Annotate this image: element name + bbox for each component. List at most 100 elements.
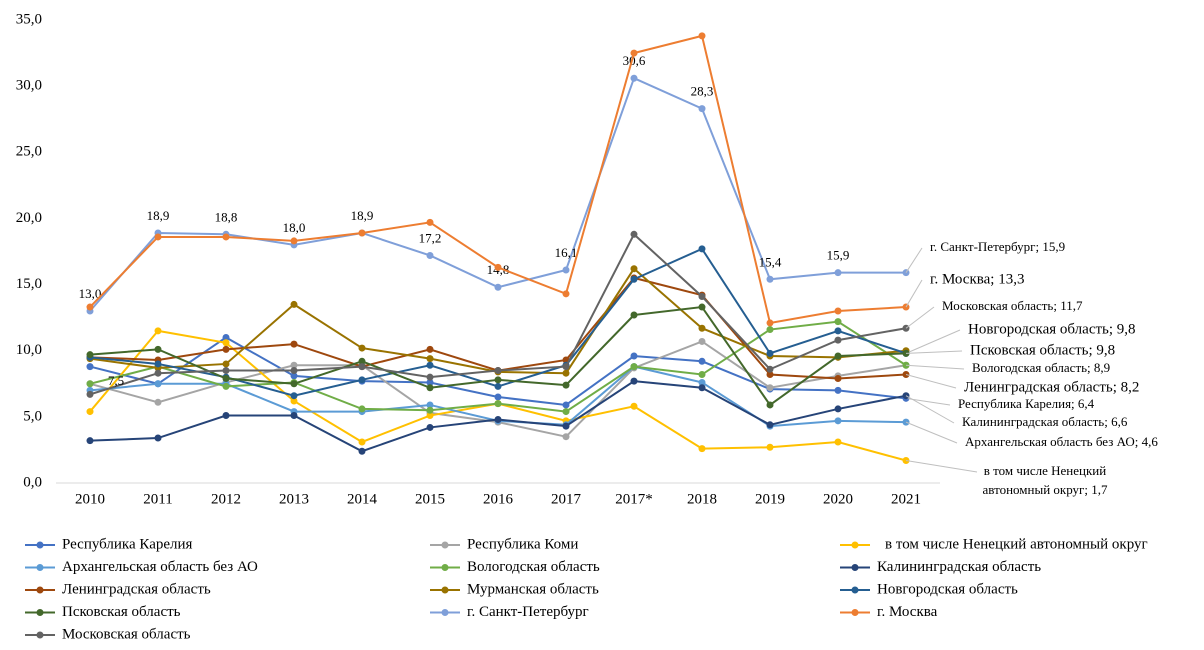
legend-marker xyxy=(36,631,44,639)
data-point xyxy=(562,290,570,298)
data-point xyxy=(630,377,638,385)
legend-marker xyxy=(851,586,859,594)
legend-label: Республика Карелия xyxy=(62,536,193,552)
data-point xyxy=(766,421,774,429)
data-point xyxy=(698,378,706,386)
x-tick-label: 2013 xyxy=(279,491,309,507)
data-point xyxy=(698,324,706,332)
legend-marker xyxy=(441,541,449,549)
data-point xyxy=(494,393,502,401)
y-tick-label: 20,0 xyxy=(16,210,42,226)
data-point xyxy=(698,292,706,300)
data-point xyxy=(834,269,842,277)
x-tick-label: 2021 xyxy=(891,491,921,507)
data-point xyxy=(222,333,230,341)
end-label: Республика Карелия; 6,4 xyxy=(958,396,1095,411)
leader-line xyxy=(905,279,923,308)
data-point xyxy=(358,405,366,413)
leader-line xyxy=(905,460,978,473)
data-point xyxy=(834,374,842,382)
data-point xyxy=(86,351,94,359)
legend-label: Новгородская область xyxy=(877,581,1018,597)
data-point xyxy=(562,369,570,377)
data-point xyxy=(834,438,842,446)
legend-label: г. Москва xyxy=(877,604,938,620)
data-point xyxy=(154,369,162,377)
data-label: 18,9 xyxy=(351,208,374,223)
data-point xyxy=(222,360,230,368)
data-point xyxy=(834,417,842,425)
data-point xyxy=(426,251,434,259)
data-point xyxy=(698,445,706,453)
data-point xyxy=(86,437,94,445)
data-point xyxy=(834,386,842,394)
data-point xyxy=(426,218,434,226)
x-tick-label: 2015 xyxy=(415,491,445,507)
data-point xyxy=(290,237,298,245)
legend-label: Вологодская область xyxy=(467,559,600,575)
data-point xyxy=(698,371,706,379)
data-label: 28,3 xyxy=(691,84,714,99)
data-point xyxy=(154,345,162,353)
data-point xyxy=(222,345,230,353)
data-point xyxy=(494,367,502,375)
x-tick-label: 2012 xyxy=(211,491,241,507)
x-tick-label: 2017 xyxy=(551,491,582,507)
data-point xyxy=(698,357,706,365)
data-point xyxy=(154,398,162,406)
data-point xyxy=(222,339,230,347)
data-point xyxy=(426,384,434,392)
data-point xyxy=(630,311,638,319)
data-point xyxy=(562,408,570,416)
legend-marker xyxy=(36,564,44,571)
data-point xyxy=(290,361,298,369)
legend-label: в том числе Ненецкий автономный округ xyxy=(885,536,1148,552)
data-point xyxy=(630,74,638,82)
leader-line xyxy=(905,395,955,424)
data-point xyxy=(86,408,94,416)
legend-marker xyxy=(36,586,44,594)
data-point xyxy=(698,32,706,40)
data-point xyxy=(290,340,298,348)
end-label: Ленинградская область; 8,2 xyxy=(964,379,1139,395)
data-point xyxy=(290,392,298,400)
data-point xyxy=(834,405,842,413)
x-tick-label: 2011 xyxy=(143,491,172,507)
y-tick-label: 25,0 xyxy=(16,144,42,160)
data-point xyxy=(630,402,638,410)
legend-marker xyxy=(851,541,859,549)
data-point xyxy=(766,349,774,357)
data-point xyxy=(426,373,434,381)
end-label: Калининградская область; 6,6 xyxy=(962,414,1128,429)
leader-line xyxy=(905,374,957,389)
data-point xyxy=(766,401,774,409)
x-tick-label: 2016 xyxy=(483,491,514,507)
end-label: г. Москва; 13,3 xyxy=(930,271,1024,287)
leader-line xyxy=(905,364,965,370)
data-point xyxy=(766,326,774,334)
data-point xyxy=(358,376,366,384)
legend-marker xyxy=(441,609,449,616)
data-point xyxy=(222,382,230,390)
data-point xyxy=(562,401,570,409)
x-tick-label: 2014 xyxy=(347,491,378,507)
data-point xyxy=(494,400,502,408)
data-label: 18,0 xyxy=(283,220,306,235)
legend-label: Псковская область xyxy=(62,604,181,620)
end-label: Московская область; 11,7 xyxy=(942,298,1083,313)
data-point xyxy=(426,412,434,420)
data-point xyxy=(290,372,298,380)
data-point xyxy=(86,363,94,371)
data-point xyxy=(698,303,706,311)
annotation: 7,5 xyxy=(108,373,124,388)
y-tick-label: 5,0 xyxy=(23,408,42,424)
data-point xyxy=(358,357,366,365)
legend-label: Ленинградская область xyxy=(62,581,211,597)
data-point xyxy=(494,376,502,384)
data-point xyxy=(290,397,298,405)
data-point xyxy=(562,266,570,274)
data-point xyxy=(698,337,706,345)
y-tick-label: 10,0 xyxy=(16,342,42,358)
legend-marker xyxy=(441,586,449,594)
data-point xyxy=(154,434,162,442)
